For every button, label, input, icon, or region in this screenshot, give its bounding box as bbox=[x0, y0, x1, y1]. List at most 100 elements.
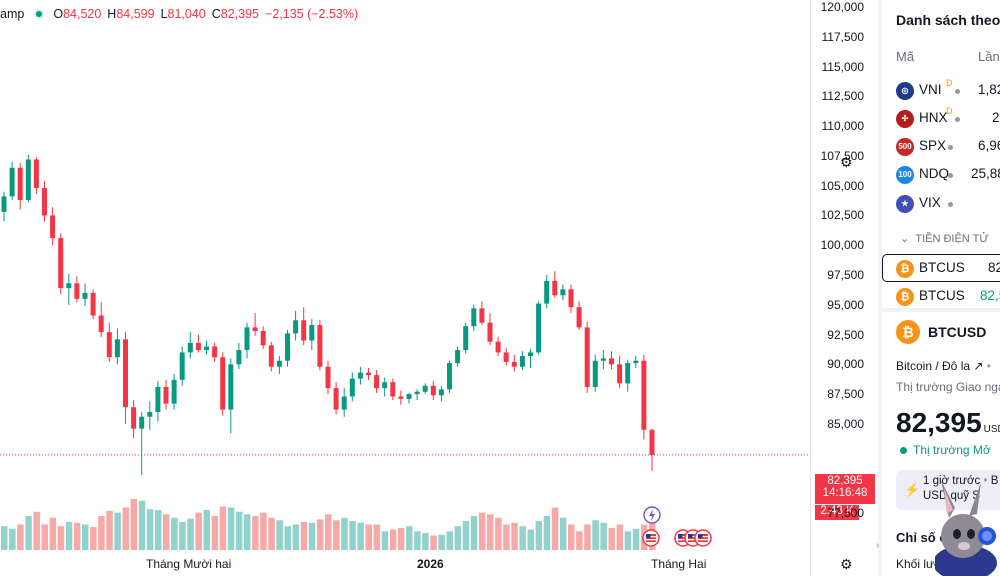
last-price-value: 82,395 bbox=[827, 475, 863, 487]
watchlist-row[interactable]: ₿ BTCUS 82,55 bbox=[896, 286, 1000, 310]
detail-price: 82,395USD bbox=[896, 407, 1000, 439]
volume-bar bbox=[49, 517, 57, 550]
detail-symbol[interactable]: BTCUSD bbox=[928, 324, 987, 340]
external-link-icon[interactable]: ↗ bbox=[973, 359, 984, 373]
detail-description: Bitcoin / Đô la ↗ • bbox=[896, 359, 991, 373]
candle-body bbox=[576, 307, 582, 328]
volume-bar bbox=[381, 531, 389, 550]
candle-body bbox=[430, 385, 436, 396]
volume-bar bbox=[422, 533, 429, 550]
candle-body bbox=[66, 283, 72, 289]
volume-bar bbox=[559, 517, 567, 550]
candle-body bbox=[220, 357, 226, 410]
watchlist-row[interactable]: 500 SPX 6,96 bbox=[896, 136, 1000, 160]
symbol-logo-icon: ✣ bbox=[896, 110, 914, 128]
volume-bar bbox=[33, 511, 40, 550]
volume-bar bbox=[227, 507, 235, 550]
price-tick-label: 97,500 bbox=[827, 268, 864, 282]
gear-icon[interactable]: ⚙ bbox=[840, 154, 853, 170]
bar-countdown: 14:16:48 bbox=[822, 487, 868, 499]
bunny-mascot-icon[interactable] bbox=[935, 478, 1000, 576]
watchlist-row[interactable]: ◎ VNI D 1,82 bbox=[896, 78, 1000, 104]
candle-body bbox=[82, 292, 88, 299]
volume-bar bbox=[503, 524, 510, 550]
volume-bar bbox=[98, 516, 105, 550]
candle-body bbox=[114, 339, 120, 358]
event-markers[interactable] bbox=[642, 506, 712, 547]
price-tick-label: 90,000 bbox=[827, 357, 864, 372]
chevron-right-icon[interactable]: › bbox=[876, 540, 880, 551]
volume-bar bbox=[154, 510, 162, 550]
price-tick-label: 117,500 bbox=[821, 29, 865, 44]
volume-bar bbox=[397, 527, 405, 550]
market-status-text: Thị trường Mở bbox=[913, 443, 991, 457]
news-item[interactable]: ⚡ 1 giờ trước • B USD quỹ S bbox=[896, 470, 1000, 510]
candle-body bbox=[252, 327, 258, 331]
candle-body bbox=[503, 352, 509, 362]
watchlist-row[interactable]: 100 NDQ 25,88 bbox=[896, 164, 1000, 188]
panel-section-divider bbox=[882, 308, 1000, 312]
candle-body bbox=[341, 396, 347, 410]
news-flash-marker-icon[interactable] bbox=[643, 506, 661, 524]
us-economic-event-icon[interactable] bbox=[694, 529, 712, 547]
watchlist-title[interactable]: Danh sách theo d bbox=[896, 12, 1000, 28]
last-price-tag: 82,395 14:16:48 bbox=[815, 474, 875, 504]
price-tick-label: 107,500 bbox=[820, 148, 864, 163]
status-dot-icon bbox=[948, 173, 953, 178]
watchlist-row[interactable]: ₿ BTCUS 82 bbox=[896, 258, 1000, 282]
volume-bar bbox=[276, 520, 283, 550]
volume-bar bbox=[519, 526, 526, 550]
volume-bar bbox=[568, 524, 575, 550]
volume-bar bbox=[300, 521, 308, 550]
watchlist-panel: Danh sách theo d Mã Lần ◎VNID1,82✣HNXD25… bbox=[882, 0, 1000, 576]
panel-divider[interactable] bbox=[878, 0, 882, 576]
volume-bar bbox=[138, 500, 146, 550]
volume-bar bbox=[446, 531, 453, 550]
gear-icon[interactable]: ⚙ bbox=[840, 556, 853, 572]
watchlist-row[interactable]: ★VIX1 bbox=[896, 193, 1000, 217]
col-last[interactable]: Lần bbox=[978, 49, 1000, 64]
candle-body bbox=[228, 364, 234, 410]
candle-body bbox=[617, 364, 623, 384]
volume-bar bbox=[252, 516, 259, 550]
chart-area[interactable]: amp O 84,520 H 84,599 L 81,040 C 82,395 … bbox=[0, 0, 810, 576]
col-symbol[interactable]: Mã bbox=[896, 49, 915, 64]
section-crypto[interactable]: ⌄ TIỀN ĐIỆN TỬ bbox=[900, 233, 989, 245]
volume-bar bbox=[527, 529, 534, 550]
status-dot-icon bbox=[900, 447, 907, 454]
volume-bar bbox=[592, 520, 599, 550]
volume-bar bbox=[219, 506, 227, 550]
candle-body bbox=[528, 352, 533, 356]
candle-body bbox=[179, 352, 185, 380]
candle-body bbox=[33, 159, 39, 189]
bitcoin-icon: ₿ bbox=[896, 260, 914, 278]
us-economic-event-icon[interactable] bbox=[642, 529, 660, 547]
row-symbol: VNI bbox=[919, 82, 942, 97]
candle-body bbox=[98, 315, 104, 333]
candle-body bbox=[487, 322, 493, 342]
candle-body bbox=[50, 215, 56, 239]
volume-bar bbox=[1, 526, 8, 550]
selected-row-highlight[interactable] bbox=[882, 254, 1000, 282]
ohlc-legend: amp O 84,520 H 84,599 L 81,040 C 82,395 … bbox=[0, 7, 358, 21]
open-value: 84,520 bbox=[63, 7, 102, 21]
row-last: 1,82 bbox=[978, 82, 1000, 97]
price-tick-label: 112,500 bbox=[821, 89, 865, 104]
price-axis[interactable]: 82,395 14:16:48 2.43 K ⚙ ⚙ 120,000 117,50… bbox=[810, 0, 878, 576]
volume-bar bbox=[357, 522, 364, 550]
price-tick-label: 105,000 bbox=[820, 178, 864, 193]
candle-body bbox=[90, 292, 96, 316]
row-symbol: VIX bbox=[919, 195, 941, 210]
candlestick-chart[interactable] bbox=[0, 0, 810, 576]
volume-bar bbox=[130, 499, 138, 550]
candle-body bbox=[495, 341, 501, 353]
price-tick-label: 87,500 bbox=[827, 387, 864, 402]
candle-body bbox=[268, 345, 274, 367]
symbol-logo-icon: ◎ bbox=[896, 82, 914, 100]
price-tick-label: 115,000 bbox=[821, 59, 865, 74]
candle-body bbox=[139, 416, 145, 429]
lightning-icon: ⚡ bbox=[904, 482, 921, 497]
symbol-name: amp bbox=[0, 7, 25, 21]
candle-body bbox=[560, 289, 566, 296]
